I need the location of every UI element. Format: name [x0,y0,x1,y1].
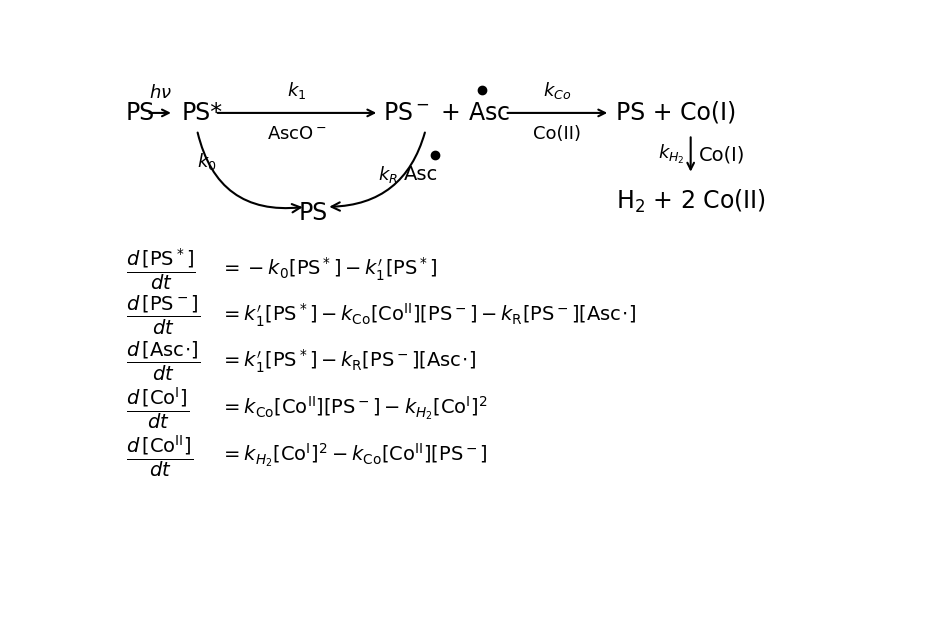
FancyArrowPatch shape [198,132,301,212]
Text: $\dfrac{d\,[\mathrm{Co^{I}}]}{dt}$: $\dfrac{d\,[\mathrm{Co^{I}}]}{dt}$ [126,385,189,431]
Text: Co(II): Co(II) [534,125,582,143]
Text: $\dfrac{d\,[\mathrm{PS^-}]}{dt}$: $\dfrac{d\,[\mathrm{PS^-}]}{dt}$ [126,294,200,337]
Text: PS: PS [299,201,327,225]
Text: PS + Co(I): PS + Co(I) [615,101,735,125]
Text: $= -k_0[\mathrm{PS^*}] - k_1^{\prime}[\mathrm{PS^*}]$: $= -k_0[\mathrm{PS^*}] - k_1^{\prime}[\m… [220,256,438,283]
Text: $= k_{H_2}[\mathrm{Co^{I}}]^2 - k_{\mathrm{Co}}[\mathrm{Co^{II}}][\mathrm{PS^-}]: $= k_{H_2}[\mathrm{Co^{I}}]^2 - k_{\math… [220,442,488,469]
FancyArrowPatch shape [331,132,425,211]
Text: $k_R$: $k_R$ [378,164,399,185]
Text: Co(I): Co(I) [698,145,745,164]
Text: $\dfrac{d\,[\mathrm{Co^{II}}]}{dt}$: $\dfrac{d\,[\mathrm{Co^{II}}]}{dt}$ [126,432,192,479]
Text: $k_{Co}$: $k_{Co}$ [543,80,572,101]
Text: $= k_1^{\prime}[\mathrm{PS^*}] - k_{\mathrm{Co}}[\mathrm{Co^{II}}][\mathrm{PS^-}: $= k_1^{\prime}[\mathrm{PS^*}] - k_{\mat… [220,302,636,329]
Text: $h\nu$: $h\nu$ [149,84,172,102]
Text: $= k_{\mathrm{Co}}[\mathrm{Co^{II}}][\mathrm{PS^-}] - k_{H_2}[\mathrm{Co^{I}}]^2: $= k_{\mathrm{Co}}[\mathrm{Co^{II}}][\ma… [220,394,487,422]
Text: $k_1$: $k_1$ [288,80,306,101]
Text: AscO$^-$: AscO$^-$ [267,125,327,143]
Text: H$_2$ + 2 Co(II): H$_2$ + 2 Co(II) [615,188,765,215]
Text: PS*: PS* [181,101,223,125]
Text: $\dfrac{d\,[\mathrm{PS^*}]}{dt}$: $\dfrac{d\,[\mathrm{PS^*}]}{dt}$ [126,246,195,292]
Text: $\dfrac{d\,[\mathrm{Asc\!\cdot\!}]}{dt}$: $\dfrac{d\,[\mathrm{Asc\!\cdot\!}]}{dt}$ [126,340,200,383]
Text: PS: PS [126,101,155,125]
Text: $k_{H_2}$: $k_{H_2}$ [658,143,684,166]
Text: $= k_1^{\prime}[\mathrm{PS^*}] - k_{\mathrm{R}}[\mathrm{PS^-}][\mathrm{Asc}\!\cd: $= k_1^{\prime}[\mathrm{PS^*}] - k_{\mat… [220,348,476,375]
Text: Asc: Asc [404,165,438,184]
Text: PS$^-$ + Asc: PS$^-$ + Asc [383,101,511,125]
Text: $k_0$: $k_0$ [197,151,216,172]
